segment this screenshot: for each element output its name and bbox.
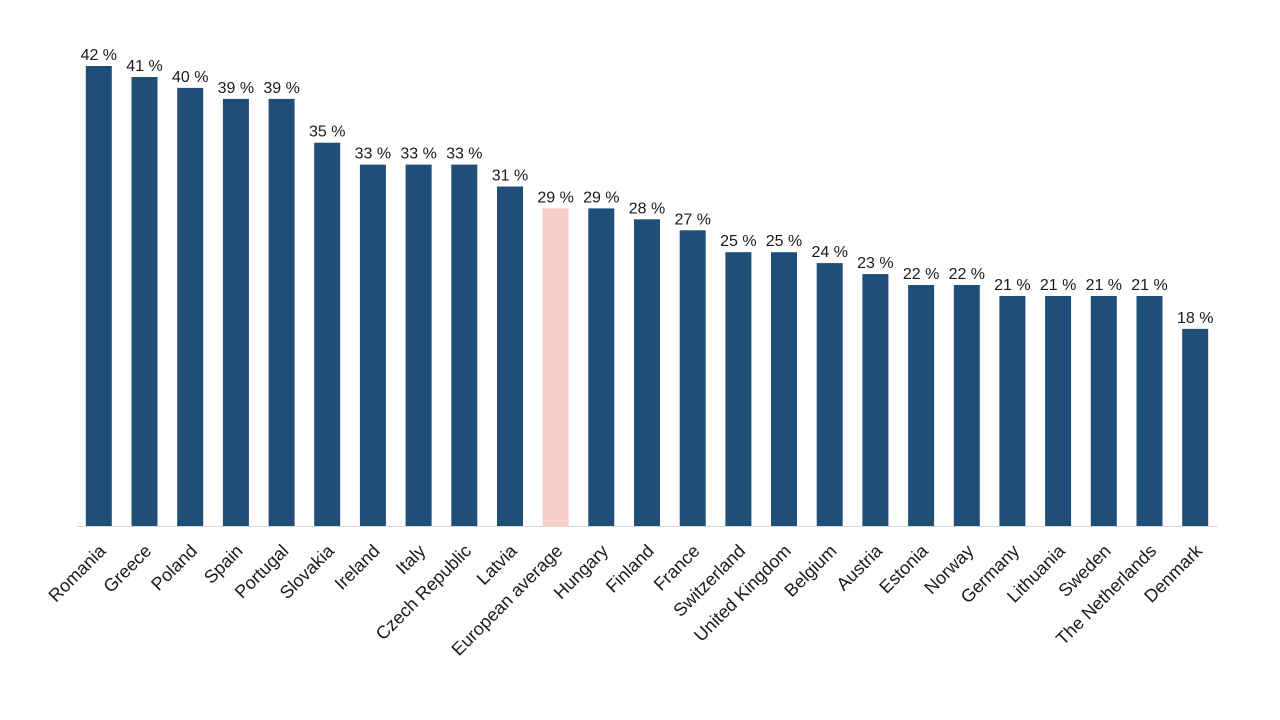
- value-label-portugal: 39 %: [263, 80, 299, 97]
- value-labels-group: 42 % 41 % 40 % 39 % 39 % 35 % 33 % 33 % 33 % 31 %…: [81, 47, 1214, 327]
- value-label-czech-republic: 33 %: [446, 146, 482, 163]
- value-label-lithuania: 21 %: [1040, 277, 1076, 294]
- bar-poland: [177, 87, 204, 527]
- value-label-romania: 42 %: [81, 47, 117, 64]
- bar-denmark: [1182, 328, 1209, 526]
- bar-italy: [405, 164, 432, 526]
- bar-estonia: [908, 285, 935, 526]
- value-label-switzerland: 25 %: [720, 233, 756, 250]
- bar-czech-republic: [451, 164, 478, 526]
- bar-austria: [862, 274, 889, 526]
- value-label-norway: 22 %: [949, 266, 985, 283]
- bar-romania: [85, 66, 112, 526]
- bar-germany: [999, 296, 1026, 526]
- bar-united-kingdom: [771, 252, 797, 526]
- bar-portugal: [268, 98, 295, 527]
- bar-sweden: [1090, 296, 1117, 526]
- bar-european-average: [542, 208, 569, 526]
- value-label-belgium: 24 %: [811, 244, 847, 261]
- value-label-latvia: 31 %: [492, 168, 528, 185]
- value-label-germany: 21 %: [994, 277, 1030, 294]
- value-label-sweden: 21 %: [1086, 277, 1122, 294]
- category-label-romania: Romania: [45, 540, 111, 606]
- value-label-estonia: 22 %: [903, 266, 939, 283]
- bars-group: [85, 66, 1209, 527]
- value-label-the-netherlands: 21 %: [1131, 277, 1167, 294]
- bar-the-netherlands: [1136, 296, 1163, 526]
- value-label-greece: 41 %: [126, 58, 162, 75]
- category-label-greece: Greece: [99, 541, 155, 597]
- value-label-denmark: 18 %: [1177, 310, 1213, 327]
- bar-finland: [634, 219, 660, 527]
- value-label-hungary: 29 %: [583, 189, 619, 206]
- category-label-ireland: Ireland: [331, 541, 384, 594]
- bar-latvia: [497, 186, 523, 526]
- bar-lithuania: [1045, 296, 1072, 526]
- category-label-finland: Finland: [602, 541, 658, 597]
- value-label-european-average: 29 %: [537, 189, 573, 206]
- bar-france: [679, 230, 706, 527]
- value-label-united-kingdom: 25 %: [766, 233, 802, 250]
- category-label-italy: Italy: [392, 541, 429, 578]
- bar-belgium: [816, 263, 843, 526]
- value-label-spain: 39 %: [218, 80, 254, 97]
- bar-norway: [953, 285, 980, 526]
- value-label-slovakia: 35 %: [309, 124, 345, 141]
- value-label-france: 27 %: [674, 211, 710, 228]
- value-label-italy: 33 %: [400, 146, 436, 163]
- bar-greece: [131, 77, 158, 526]
- bar-slovakia: [314, 142, 341, 526]
- bar-spain: [222, 98, 249, 527]
- value-label-ireland: 33 %: [355, 146, 391, 163]
- value-label-poland: 40 %: [172, 69, 208, 86]
- category-labels-group: RomaniaGreecePolandSpainPortugalSlovakia…: [45, 540, 1207, 660]
- value-label-austria: 23 %: [857, 255, 893, 272]
- value-label-finland: 28 %: [629, 200, 665, 217]
- category-label-poland: Poland: [147, 541, 201, 595]
- bar-switzerland: [725, 252, 752, 526]
- bar-ireland: [359, 164, 386, 526]
- bar-hungary: [588, 208, 615, 526]
